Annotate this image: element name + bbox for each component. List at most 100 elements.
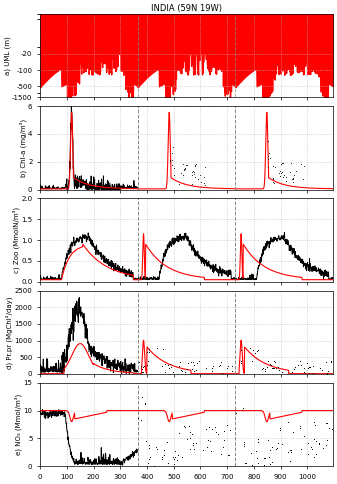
- Point: [261, 461, 266, 469]
- Point: [182, 368, 187, 376]
- Point: [210, 364, 215, 372]
- Point: [162, 360, 168, 367]
- Point: [266, 137, 271, 145]
- Point: [173, 454, 178, 461]
- Point: [136, 358, 142, 365]
- Point: [323, 419, 329, 426]
- Point: [268, 361, 273, 369]
- Point: [194, 160, 199, 168]
- Point: [277, 426, 283, 434]
- Point: [188, 445, 193, 453]
- Point: [240, 405, 245, 412]
- Point: [267, 154, 273, 162]
- Point: [159, 455, 164, 463]
- Point: [289, 368, 295, 376]
- Point: [203, 425, 208, 433]
- Point: [225, 363, 231, 370]
- Point: [271, 178, 276, 186]
- Point: [167, 157, 173, 165]
- Point: [171, 368, 176, 376]
- Point: [148, 453, 153, 461]
- Point: [143, 400, 148, 408]
- Point: [225, 452, 230, 459]
- Point: [252, 349, 258, 357]
- Point: [188, 358, 194, 366]
- Point: [283, 173, 289, 181]
- Point: [191, 168, 196, 176]
- Point: [198, 178, 203, 186]
- Point: [141, 362, 146, 370]
- Point: [226, 451, 232, 458]
- Point: [171, 453, 176, 460]
- Point: [181, 165, 186, 173]
- Point: [276, 169, 282, 177]
- Point: [145, 459, 150, 467]
- Point: [266, 454, 272, 461]
- Point: [194, 359, 200, 367]
- Point: [161, 446, 167, 454]
- Point: [233, 409, 238, 417]
- Point: [140, 364, 145, 372]
- Point: [321, 444, 326, 452]
- Point: [220, 443, 225, 451]
- Point: [302, 432, 307, 440]
- Point: [179, 454, 185, 461]
- Point: [203, 364, 209, 372]
- Point: [241, 442, 247, 450]
- Point: [290, 178, 295, 186]
- Point: [201, 173, 207, 181]
- Point: [249, 461, 255, 469]
- Point: [262, 365, 268, 373]
- Point: [305, 360, 310, 367]
- Point: [187, 435, 192, 442]
- Point: [254, 347, 259, 355]
- Point: [270, 174, 275, 182]
- Point: [146, 441, 152, 449]
- Point: [247, 345, 253, 352]
- Point: [181, 160, 186, 167]
- Point: [143, 399, 148, 407]
- Point: [152, 462, 157, 469]
- Point: [214, 428, 219, 436]
- Point: [269, 443, 274, 451]
- Point: [190, 439, 196, 447]
- Point: [313, 450, 318, 458]
- Point: [181, 422, 186, 429]
- Point: [193, 439, 198, 447]
- Point: [181, 166, 187, 174]
- Point: [140, 393, 145, 401]
- Point: [238, 357, 244, 365]
- Point: [279, 368, 284, 376]
- Point: [145, 348, 150, 356]
- Point: [170, 156, 175, 164]
- Point: [159, 454, 165, 461]
- Point: [293, 166, 298, 174]
- Point: [209, 367, 214, 375]
- Point: [266, 163, 271, 171]
- Point: [191, 367, 197, 375]
- Point: [289, 175, 294, 182]
- Point: [202, 163, 208, 170]
- Point: [159, 362, 165, 369]
- Point: [167, 360, 173, 368]
- Point: [165, 459, 171, 467]
- Y-axis label: b) Chl-a (mg/m³): b) Chl-a (mg/m³): [19, 119, 27, 177]
- Point: [171, 460, 177, 468]
- Point: [279, 160, 284, 168]
- Point: [206, 436, 211, 444]
- Point: [189, 171, 195, 179]
- Point: [161, 451, 167, 458]
- Point: [301, 368, 306, 376]
- Point: [273, 363, 279, 371]
- Point: [302, 162, 307, 169]
- Point: [270, 364, 276, 372]
- Point: [217, 362, 223, 369]
- Point: [154, 443, 159, 451]
- Point: [254, 454, 260, 462]
- Point: [311, 369, 316, 377]
- Point: [297, 424, 303, 432]
- Point: [325, 370, 330, 378]
- Point: [324, 370, 330, 378]
- Point: [271, 357, 276, 365]
- Point: [297, 423, 303, 430]
